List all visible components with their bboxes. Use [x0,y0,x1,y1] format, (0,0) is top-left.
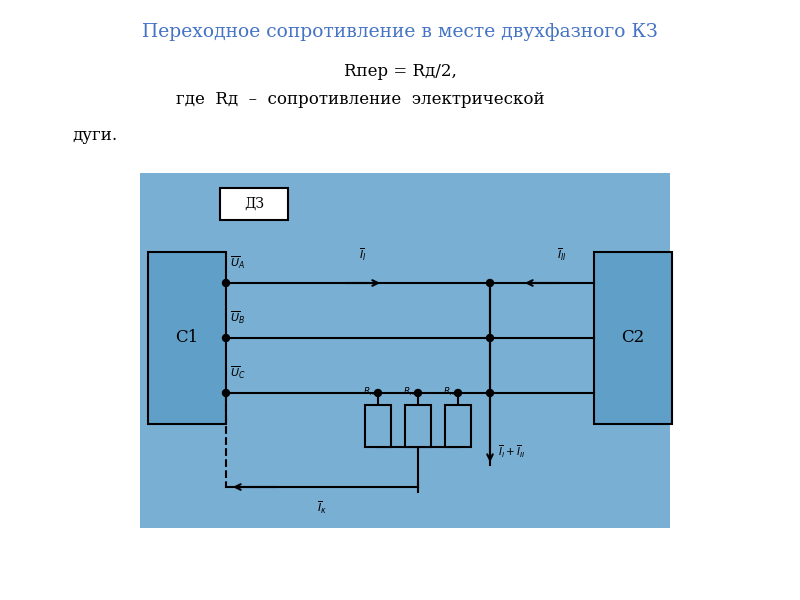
Text: С1: С1 [175,329,198,346]
Text: $\overline{I}_\kappa$: $\overline{I}_\kappa$ [317,499,327,515]
Circle shape [414,389,422,397]
Bar [148,252,226,424]
Circle shape [222,280,230,286]
Text: $R_{пер}$: $R_{пер}$ [443,386,463,399]
Circle shape [486,280,494,286]
Text: Переходное сопротивление в месте двухфазного КЗ: Переходное сопротивление в месте двухфаз… [142,23,658,41]
Text: где  Rд  –  сопротивление  электрической: где Rд – сопротивление электрической [176,91,544,109]
Text: $\overline{I}_I$: $\overline{I}_I$ [359,247,366,263]
Text: $\overline{U}_C$: $\overline{U}_C$ [230,364,246,381]
Circle shape [486,389,494,397]
Text: $\overline{U}_A$: $\overline{U}_A$ [230,254,245,271]
Circle shape [222,389,230,397]
Text: $\overline{I}_{II}$: $\overline{I}_{II}$ [557,247,567,263]
Text: дуги.: дуги. [72,127,117,143]
Text: $R_{пер}$: $R_{пер}$ [403,386,423,399]
Text: ДЗ: ДЗ [244,197,264,211]
Text: $R_{пер}$: $R_{пер}$ [363,386,383,399]
Text: $\overline{I}_I + \overline{I}_{II}$: $\overline{I}_I + \overline{I}_{II}$ [498,444,526,460]
Circle shape [222,335,230,341]
Circle shape [486,335,494,341]
Text: С2: С2 [622,329,645,346]
Text: $\overline{U}_B$: $\overline{U}_B$ [230,310,245,326]
Bar [365,405,391,447]
Bar [405,405,431,447]
Bar [445,405,471,447]
Bar [594,252,672,424]
Circle shape [454,389,462,397]
Bar [220,188,288,220]
Circle shape [374,389,382,397]
Text: Rпер = Rд/2,: Rпер = Rд/2, [343,64,457,80]
Bar [140,173,670,528]
